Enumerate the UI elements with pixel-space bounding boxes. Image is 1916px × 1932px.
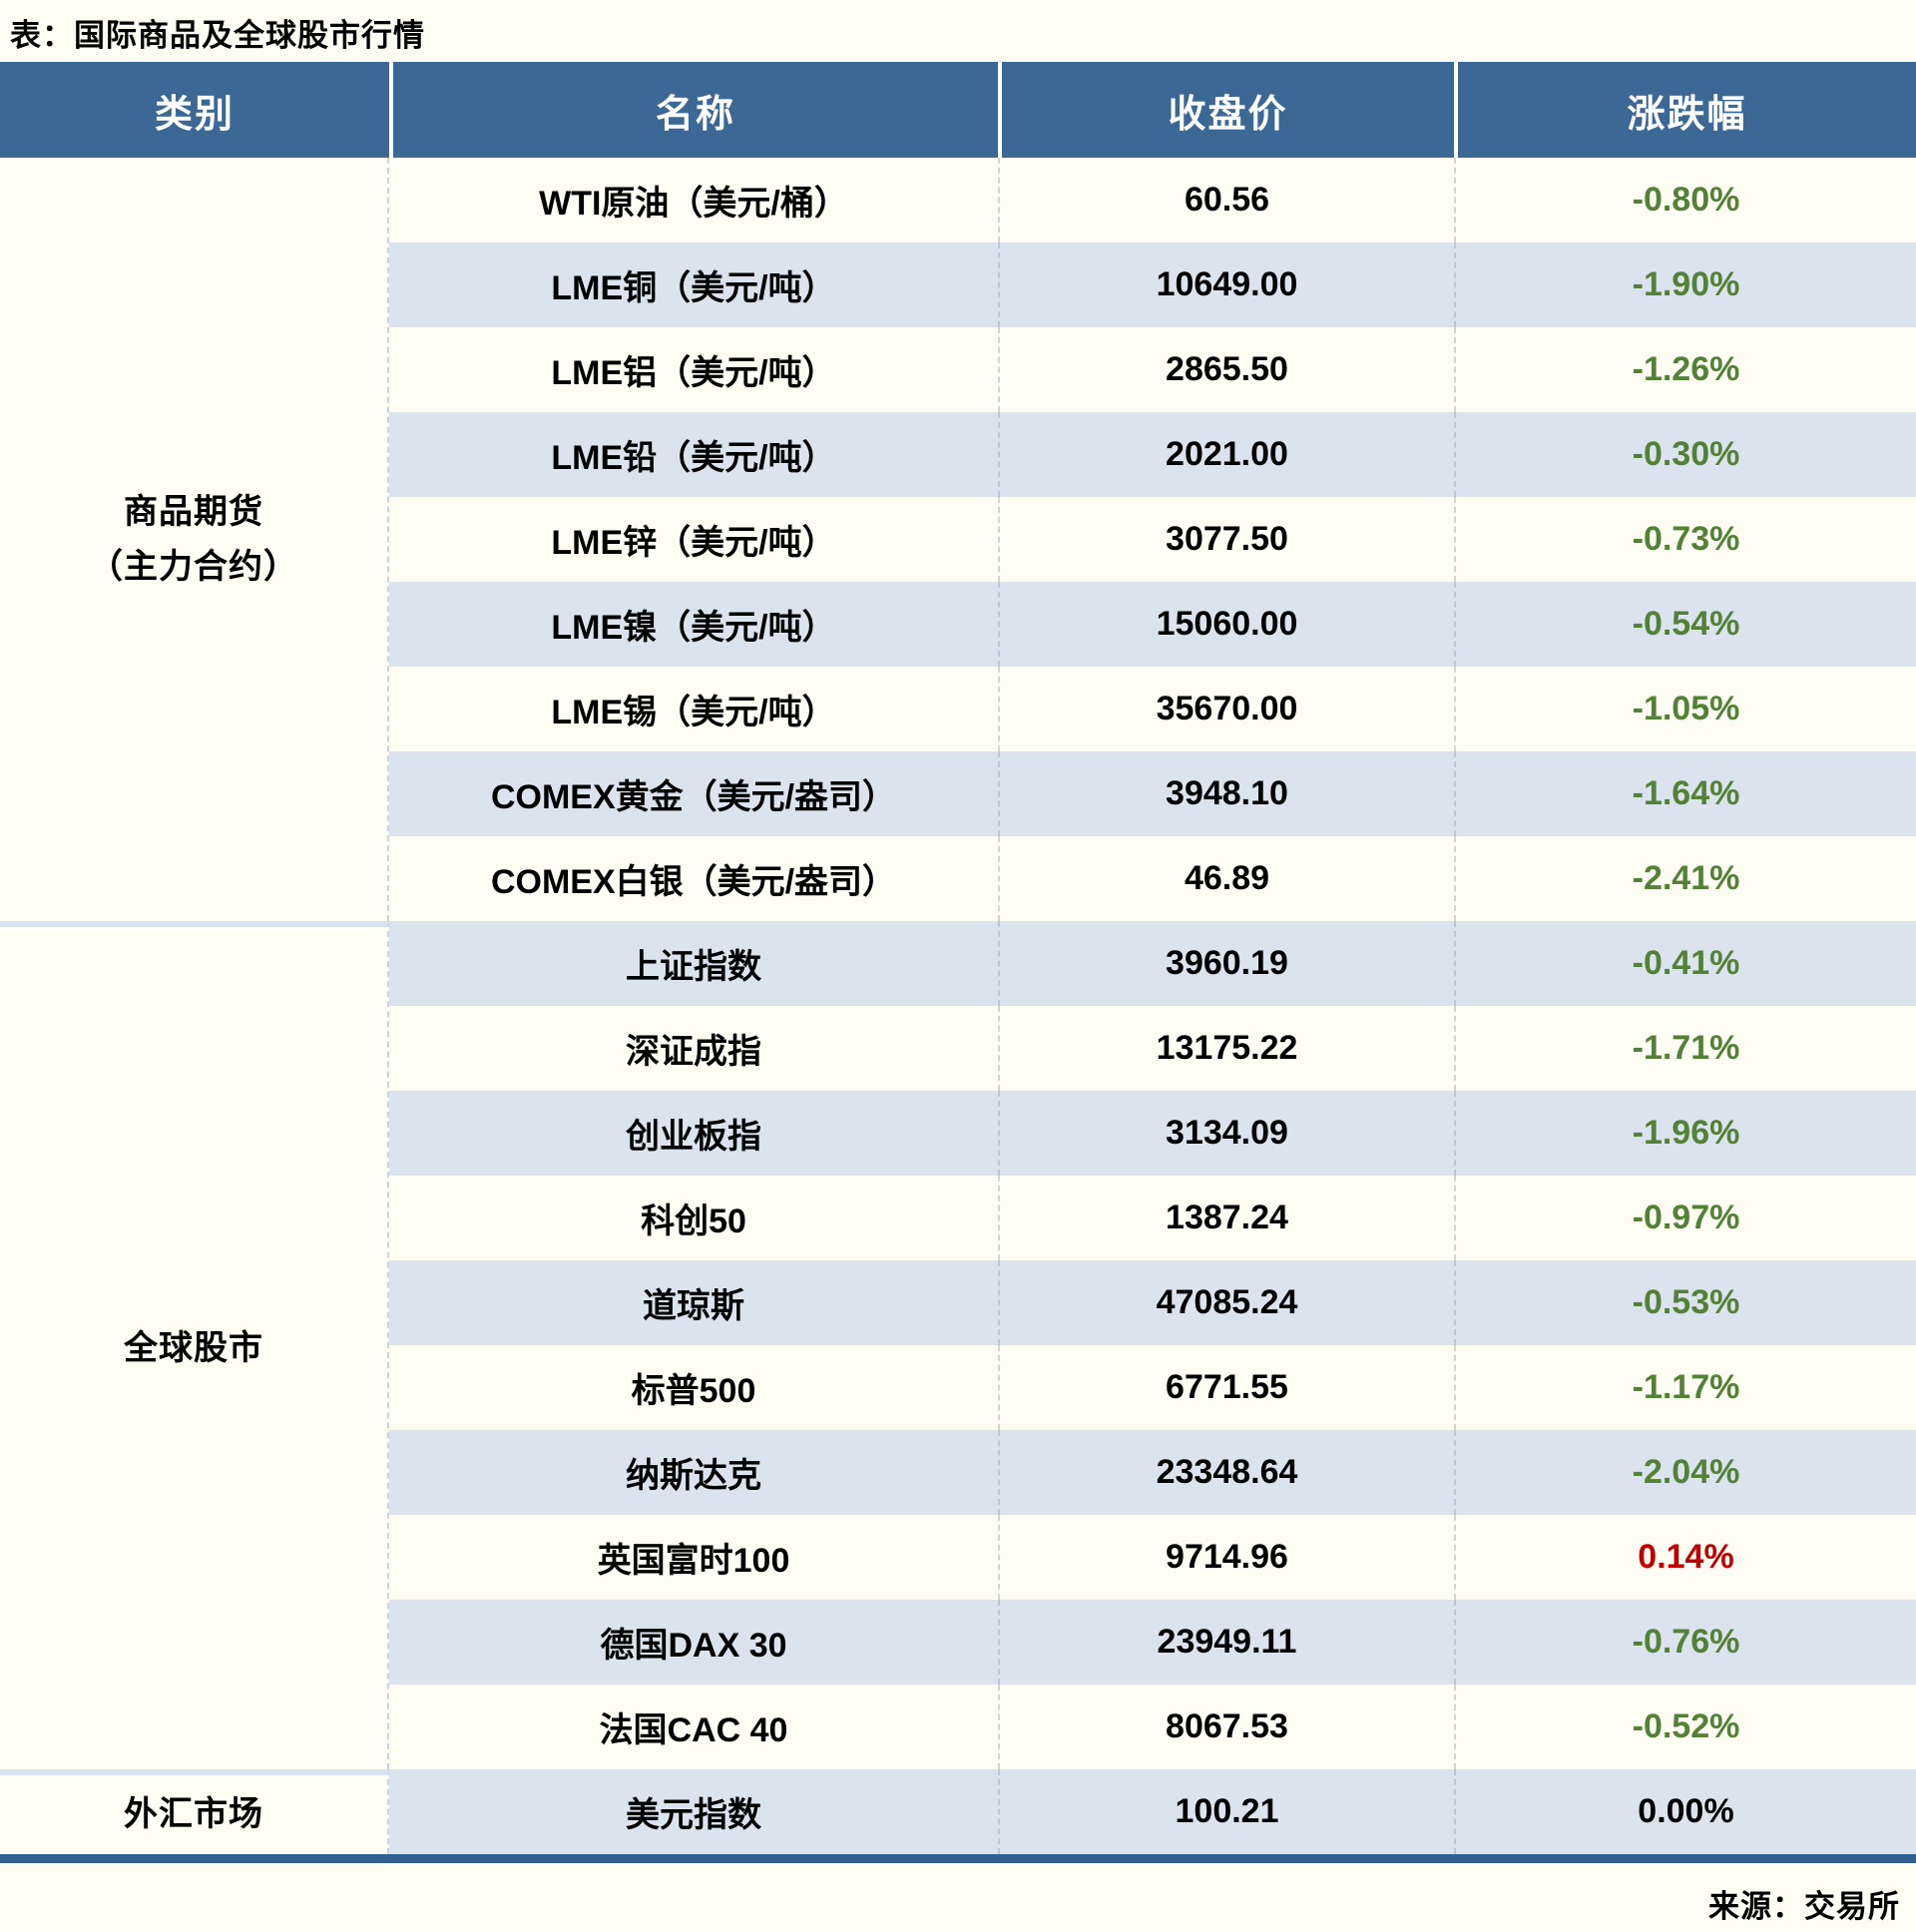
table-row: WTI原油（美元/桶） 60.56 -0.80% [389,158,1916,242]
name-cell: 美元指数 [626,1796,761,1834]
section-global-stocks: 全球股市 上证指数 3960.19 -0.41% 深证成指 13175.22 -… [0,921,1916,1769]
table-row: LME锌（美元/吨） 3077.50 -0.73% [389,497,1916,582]
table-row: 德国DAX 30 23949.11 -0.76% [389,1600,1916,1685]
price-cell: 3134.09 [998,1091,1454,1176]
table-row: 深证成指 13175.22 -1.71% [389,1006,1916,1091]
name-cell: LME铜（美元/吨） [551,269,836,307]
name-cell: 法国CAC 40 [599,1711,788,1749]
change-cell: -0.76% [1454,1600,1916,1685]
name-cell: LME铅（美元/吨） [551,439,836,477]
table-row: COMEX白银（美元/盎司） 46.89 -2.41% [389,836,1916,921]
change-cell: -1.71% [1454,1006,1916,1091]
header-cell-price: 收盘价 [998,62,1454,158]
price-cell: 8067.53 [998,1685,1454,1769]
table-row: 美元指数 100.21 0.00% [389,1769,1916,1854]
table-bottom-border [0,1854,1916,1863]
change-cell: -0.54% [1454,582,1916,667]
price-cell: 46.89 [998,836,1454,921]
section-rows: 上证指数 3960.19 -0.41% 深证成指 13175.22 -1.71%… [389,921,1916,1769]
price-cell: 3960.19 [998,921,1454,1006]
change-cell: -0.30% [1454,412,1916,497]
price-cell: 23949.11 [998,1600,1454,1685]
name-cell: 标普500 [631,1372,756,1410]
table-row: LME锡（美元/吨） 35670.00 -1.05% [389,667,1916,751]
name-cell: 创业板指 [626,1118,761,1156]
name-cell: LME铝（美元/吨） [551,354,836,392]
category-cell: 商品期货 （主力合约） [0,158,389,921]
name-cell: 上证指数 [626,948,761,986]
change-cell: -2.04% [1454,1430,1916,1515]
name-cell: 道琼斯 [643,1287,744,1325]
header-row: 类别 名称 收盘价 涨跌幅 [0,62,1916,158]
table-row: 上证指数 3960.19 -0.41% [389,921,1916,1006]
name-cell: LME锌（美元/吨） [551,524,836,562]
change-cell: 0.00% [1454,1769,1916,1854]
page-title: 表：国际商品及全球股市行情 [10,18,425,53]
price-cell: 3077.50 [998,497,1454,582]
price-cell: 100.21 [998,1769,1454,1854]
table-row: LME铝（美元/吨） 2865.50 -1.26% [389,327,1916,412]
price-cell: 23348.64 [998,1430,1454,1515]
name-cell: LME锡（美元/吨） [551,694,836,731]
section-rows: WTI原油（美元/桶） 60.56 -0.80% LME铜（美元/吨） 1064… [389,158,1916,921]
change-cell: -1.26% [1454,327,1916,412]
price-cell: 6771.55 [998,1345,1454,1430]
table-row: 纳斯达克 23348.64 -2.04% [389,1430,1916,1515]
name-cell: LME镍（美元/吨） [551,609,836,647]
name-cell: 深证成指 [626,1033,761,1071]
table-row: LME铜（美元/吨） 10649.00 -1.90% [389,242,1916,327]
change-cell: 0.14% [1454,1515,1916,1600]
change-cell: -0.73% [1454,497,1916,582]
price-cell: 15060.00 [998,582,1454,667]
price-cell: 10649.00 [998,242,1454,327]
market-data-table: 类别 名称 收盘价 涨跌幅 商品期货 （主力合约） WTI原油（美元/桶） 60… [0,62,1916,1863]
price-cell: 3948.10 [998,751,1454,836]
price-cell: 60.56 [998,158,1454,242]
table-row: COMEX黄金（美元/盎司） 3948.10 -1.64% [389,751,1916,836]
section-forex: 外汇市场 美元指数 100.21 0.00% [0,1769,1916,1854]
table-row: LME铅（美元/吨） 2021.00 -0.30% [389,412,1916,497]
header-cell-change: 涨跌幅 [1454,62,1916,158]
price-cell: 2865.50 [998,327,1454,412]
name-cell: 科创50 [641,1203,746,1240]
price-cell: 2021.00 [998,412,1454,497]
change-cell: -1.17% [1454,1345,1916,1430]
name-cell: 德国DAX 30 [600,1627,787,1665]
table-row: LME镍（美元/吨） 15060.00 -0.54% [389,582,1916,667]
change-cell: -1.05% [1454,667,1916,751]
table-row: 道琼斯 47085.24 -0.53% [389,1260,1916,1345]
price-cell: 13175.22 [998,1006,1454,1091]
change-cell: -1.90% [1454,242,1916,327]
price-cell: 47085.24 [998,1260,1454,1345]
category-cell: 外汇市场 [0,1769,389,1854]
table-row: 科创50 1387.24 -0.97% [389,1176,1916,1260]
change-cell: -0.52% [1454,1685,1916,1769]
table-row: 创业板指 3134.09 -1.96% [389,1091,1916,1176]
change-cell: -0.97% [1454,1176,1916,1260]
table-row: 标普500 6771.55 -1.17% [389,1345,1916,1430]
change-cell: -1.96% [1454,1091,1916,1176]
table-row: 英国富时100 9714.96 0.14% [389,1515,1916,1600]
name-cell: COMEX白银（美元/盎司） [490,863,897,901]
change-cell: -0.80% [1454,158,1916,242]
name-cell: 英国富时100 [597,1542,790,1580]
name-cell: 纳斯达克 [626,1457,761,1495]
header-cell-category: 类别 [154,93,235,136]
change-cell: -0.41% [1454,921,1916,1006]
header-cell-name: 名称 [389,62,998,158]
price-cell: 35670.00 [998,667,1454,751]
name-cell: WTI原油（美元/桶） [539,185,848,223]
category-cell: 全球股市 [0,921,389,1769]
price-cell: 9714.96 [998,1515,1454,1600]
price-cell: 1387.24 [998,1176,1454,1260]
table-row: 法国CAC 40 8067.53 -0.52% [389,1685,1916,1769]
section-commodity-futures: 商品期货 （主力合约） WTI原油（美元/桶） 60.56 -0.80% LME… [0,158,1916,921]
change-cell: -0.53% [1454,1260,1916,1345]
name-cell: COMEX黄金（美元/盎司） [490,778,897,816]
source-label: 来源：交易所 [1708,1889,1900,1924]
change-cell: -2.41% [1454,836,1916,921]
change-cell: -1.64% [1454,751,1916,836]
section-rows: 美元指数 100.21 0.00% [389,1769,1916,1854]
